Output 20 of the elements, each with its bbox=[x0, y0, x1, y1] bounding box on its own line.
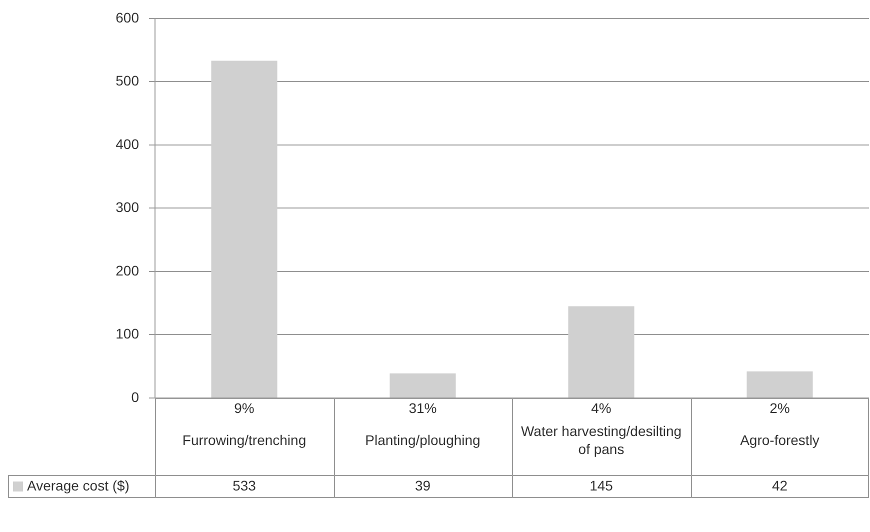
y-tick-label: 0 bbox=[131, 388, 140, 405]
text: 4% bbox=[591, 400, 612, 416]
y-tick-label: 600 bbox=[116, 9, 140, 26]
x-tick-label: Agro-forestly bbox=[740, 432, 820, 448]
x-tick-label: Planting/ploughing bbox=[365, 432, 480, 448]
data-label: 145 bbox=[590, 477, 614, 494]
text: 2% bbox=[770, 400, 790, 416]
legend-label: Average cost ($) bbox=[27, 477, 130, 494]
y-tick-label: 400 bbox=[116, 136, 140, 152]
x-tick-label: Furrowing/trenching bbox=[182, 432, 306, 448]
data-label: 39 bbox=[414, 477, 431, 494]
x-tick-label: Water harvesting/desilting of pans bbox=[520, 422, 682, 457]
y-tick-label: 200 bbox=[116, 262, 140, 278]
y-tick-label: 300 bbox=[116, 199, 140, 216]
data-label: 42 bbox=[772, 477, 788, 494]
y-tick-label: 500 bbox=[116, 72, 140, 89]
y-tick-label: 100 bbox=[116, 326, 140, 342]
text: 31% bbox=[408, 400, 437, 416]
data-label: 533 bbox=[232, 477, 256, 494]
text: 9% bbox=[234, 400, 254, 416]
